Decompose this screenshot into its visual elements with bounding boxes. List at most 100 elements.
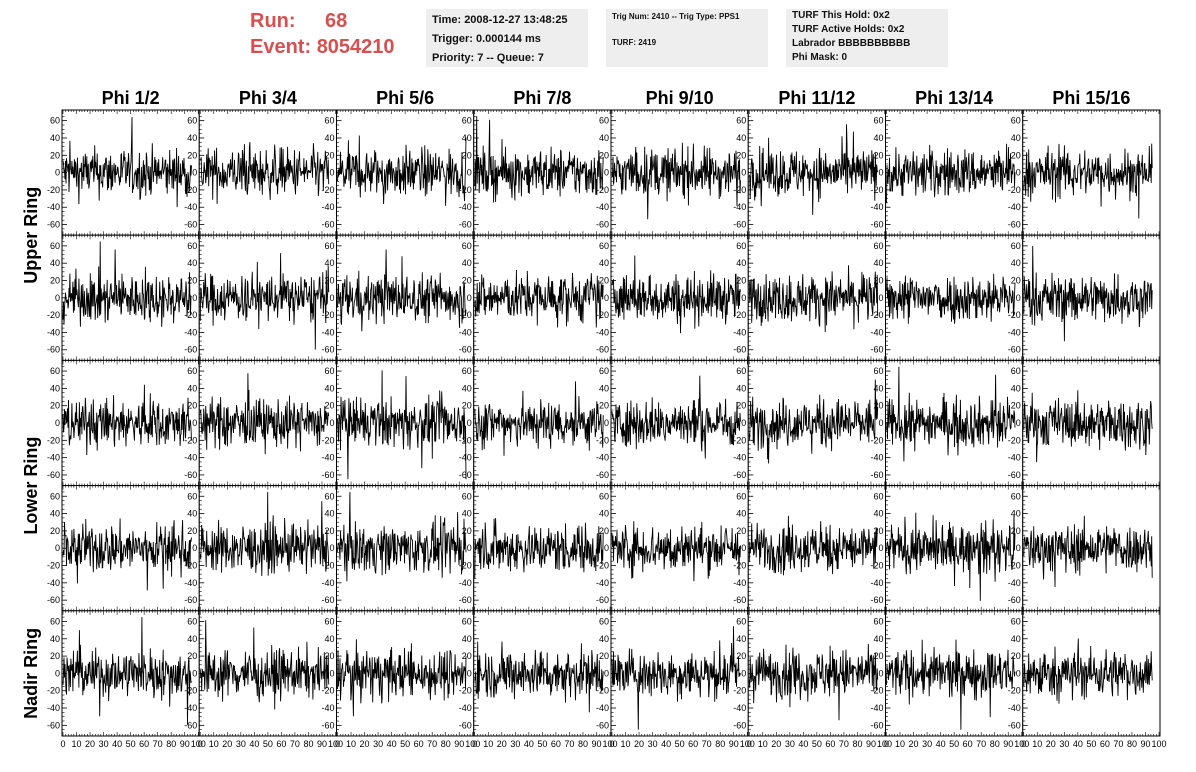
waveform-trace — [474, 381, 604, 456]
y-tick-label: 60 — [50, 616, 60, 626]
y-tick-label: -40 — [321, 578, 334, 588]
y-tick-label: -60 — [733, 345, 746, 355]
y-tick-label: 60 — [187, 116, 197, 126]
time-line: Time: 2008-12-27 13:48:25 — [432, 14, 568, 26]
x-tick-label: 100 — [465, 739, 480, 749]
y-tick-label: -40 — [733, 578, 746, 588]
y-tick-label: -60 — [459, 470, 472, 480]
y-tick-label: 40 — [1011, 258, 1021, 268]
y-tick-label: 20 — [324, 150, 334, 160]
x-tick-label: 0 — [335, 739, 340, 749]
y-tick-label: 40 — [736, 133, 746, 143]
y-tick-label: 40 — [50, 509, 60, 519]
waveform-trace — [474, 518, 604, 579]
y-tick-label: -40 — [733, 202, 746, 212]
y-tick-label: -40 — [321, 703, 334, 713]
y-tick-label: 40 — [324, 133, 334, 143]
turf-active-line: TURF Active Holds: 0x2 — [792, 24, 905, 35]
y-tick-label: -40 — [596, 578, 609, 588]
y-tick-label: -40 — [47, 453, 60, 463]
y-tick-label: -40 — [459, 202, 472, 212]
waveform-trace — [1023, 143, 1153, 219]
y-tick-label: 0 — [55, 418, 60, 428]
x-tick-label: 100 — [191, 739, 206, 749]
run-event-block: Run: 68 Event: 8054210 — [250, 8, 395, 60]
waveform-trace — [337, 249, 467, 332]
waveform-trace — [62, 117, 192, 208]
y-tick-label: 20 — [50, 651, 60, 661]
x-tick-label: 90 — [317, 739, 327, 749]
y-tick-label: 0 — [55, 293, 60, 303]
y-tick-label: -60 — [733, 220, 746, 230]
waveform-trace — [611, 375, 741, 459]
y-tick-label: 40 — [736, 258, 746, 268]
x-tick-label: 20 — [360, 739, 370, 749]
y-tick-label: 20 — [599, 401, 609, 411]
y-tick-label: -20 — [733, 435, 746, 445]
y-tick-label: -60 — [184, 220, 197, 230]
column-title: Phi 13/14 — [915, 88, 993, 108]
y-tick-label: 60 — [873, 366, 883, 376]
y-tick-label: -20 — [184, 185, 197, 195]
y-tick-label: -60 — [733, 595, 746, 605]
y-tick-label: -40 — [870, 202, 883, 212]
event-value: 8054210 — [316, 36, 395, 58]
x-tick-label: 10 — [209, 739, 219, 749]
y-tick-label: 40 — [736, 509, 746, 519]
y-tick-label: 60 — [50, 241, 60, 251]
y-tick-label: -20 — [459, 435, 472, 445]
waveform-trace — [886, 273, 1016, 324]
waveform-trace — [199, 253, 330, 350]
waveform-trace — [748, 265, 879, 333]
y-tick-label: 20 — [1011, 275, 1021, 285]
x-tick-label: 50 — [400, 739, 410, 749]
ring-label: Nadir Ring — [21, 628, 41, 719]
x-tick-label: 50 — [263, 739, 273, 749]
y-tick-label: 20 — [187, 401, 197, 411]
y-tick-label: -20 — [733, 310, 746, 320]
y-tick-label: -40 — [733, 453, 746, 463]
y-tick-label: 0 — [329, 668, 334, 678]
y-tick-label: -20 — [1008, 310, 1021, 320]
y-tick-label: -40 — [459, 578, 472, 588]
x-tick-label: 0 — [198, 739, 203, 749]
y-tick-label: 40 — [50, 258, 60, 268]
x-tick-label: 80 — [166, 739, 176, 749]
y-tick-label: 20 — [50, 526, 60, 536]
y-tick-label: -40 — [870, 327, 883, 337]
y-tick-label: -20 — [47, 310, 60, 320]
y-tick-label: 40 — [599, 509, 609, 519]
y-tick-label: 60 — [1011, 366, 1021, 376]
y-tick-label: -60 — [596, 345, 609, 355]
waveform-trace — [337, 135, 467, 206]
y-tick-label: 60 — [462, 491, 472, 501]
y-tick-label: -20 — [321, 561, 334, 571]
y-tick-label: 20 — [462, 275, 472, 285]
y-tick-label: 40 — [187, 133, 197, 143]
y-tick-label: 40 — [324, 634, 334, 644]
y-tick-label: -40 — [1008, 202, 1021, 212]
y-tick-label: -40 — [459, 327, 472, 337]
y-tick-label: 20 — [187, 651, 197, 661]
y-tick-label: 40 — [736, 383, 746, 393]
y-tick-label: -60 — [47, 470, 60, 480]
x-tick-label: 70 — [427, 739, 437, 749]
waveform-trace — [337, 370, 467, 480]
y-tick-label: -60 — [459, 220, 472, 230]
y-tick-label: -40 — [47, 327, 60, 337]
column-title: Phi 5/6 — [376, 88, 434, 108]
run-label: Run: — [250, 10, 296, 32]
y-tick-label: 60 — [1011, 491, 1021, 501]
x-tick-label: 20 — [222, 739, 232, 749]
phi-mask-line: Phi Mask: 0 — [792, 52, 848, 63]
y-tick-label: 60 — [873, 116, 883, 126]
x-tick-label: 30 — [99, 739, 109, 749]
y-tick-label: 20 — [462, 651, 472, 661]
x-tick-label: 100 — [328, 739, 343, 749]
y-tick-label: -20 — [596, 561, 609, 571]
y-tick-label: 20 — [324, 526, 334, 536]
y-tick-label: 60 — [873, 491, 883, 501]
y-tick-label: -20 — [596, 310, 609, 320]
y-tick-label: -20 — [870, 435, 883, 445]
y-tick-label: -40 — [184, 453, 197, 463]
